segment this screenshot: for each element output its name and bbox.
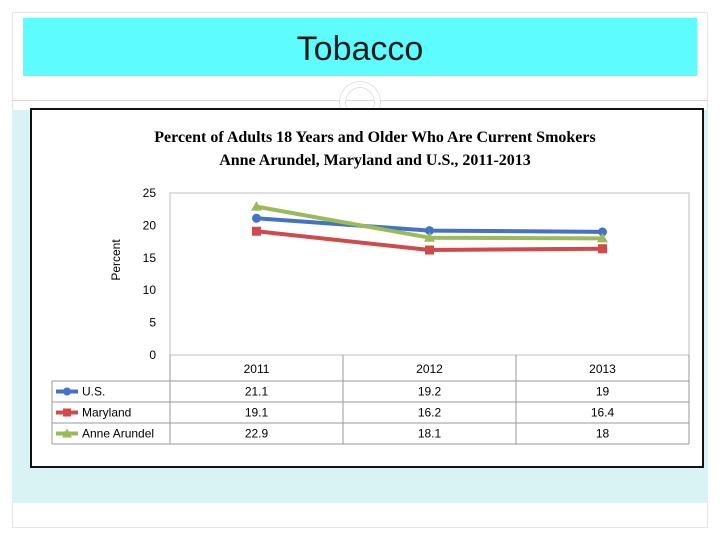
legend-marker (62, 428, 72, 438)
data-point (251, 201, 262, 211)
chart-title: Percent of Adults 18 Years and Older Who… (154, 129, 595, 146)
smokers-line-chart: Percent of Adults 18 Years and Older Who… (51, 129, 690, 445)
data-label: 21.1 (245, 385, 269, 399)
title-bar (23, 18, 697, 76)
chart-subtitle: Anne Arundel, Maryland and U.S., 2011-20… (219, 152, 531, 169)
data-label: 19 (596, 385, 610, 399)
y-axis-label: Percent (109, 239, 123, 281)
data-point (597, 232, 608, 243)
data-label: 18.1 (418, 427, 442, 441)
y-tick-label: 0 (149, 348, 156, 362)
data-point (598, 244, 607, 254)
data-point (598, 227, 607, 237)
slide-title: Tobacco (296, 30, 424, 68)
data-point (252, 213, 261, 223)
data-point (424, 232, 435, 242)
data-point (425, 226, 434, 236)
x-tick-label: 2012 (416, 362, 443, 376)
legend-entry-2: Anne Arundel (82, 427, 154, 441)
chart-container: Percent of Adults 18 Years and Older Who… (30, 108, 704, 468)
x-tick-label: 2013 (589, 362, 616, 376)
legend-marker (63, 408, 71, 417)
y-tick-label: 5 (149, 316, 156, 330)
data-label: 19.2 (418, 385, 442, 399)
data-label: 16.2 (418, 406, 442, 420)
data-label: 16.4 (591, 406, 615, 420)
y-tick-label: 20 (143, 218, 157, 232)
plot-area (169, 192, 690, 356)
y-tick-label: 25 (143, 186, 157, 200)
y-tick-label: 15 (143, 251, 157, 265)
legend-entry-1: Maryland (82, 406, 131, 420)
data-label: 22.9 (245, 427, 269, 441)
data-point (252, 226, 261, 236)
x-tick-label: 2011 (244, 362, 270, 376)
y-tick-label: 10 (143, 283, 157, 297)
data-label: 19.1 (245, 406, 269, 420)
data-label: 18 (596, 427, 610, 441)
legend-entry-0: U.S. (82, 385, 105, 399)
legend-marker (63, 387, 71, 396)
data-point (425, 245, 434, 255)
